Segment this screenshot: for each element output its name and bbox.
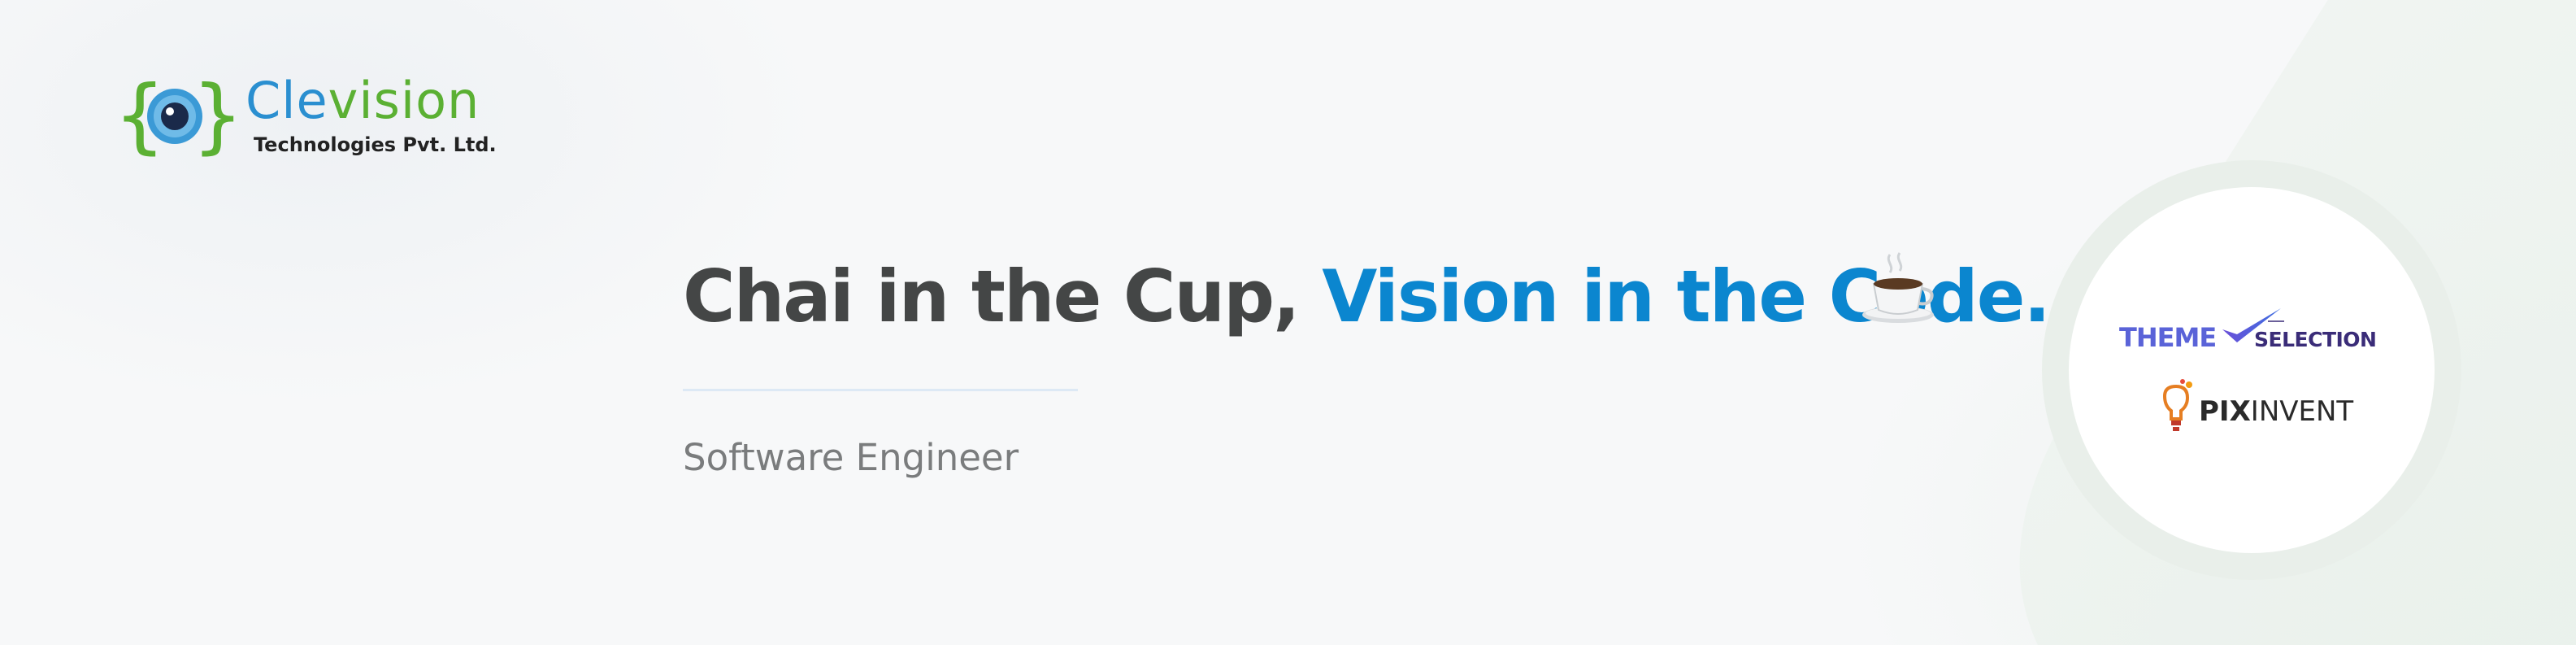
coffee-cup-icon (1862, 252, 1934, 323)
pixinvent-part1: PIX (2199, 395, 2251, 428)
eye-braces-icon: { } (114, 72, 236, 161)
pixinvent-part2: INVENT (2250, 395, 2354, 428)
divider (683, 389, 1078, 391)
themeselection-logo[interactable]: THEME SELECTION (2118, 305, 2394, 354)
pixinvent-wordmark: PIXINVENT (2199, 394, 2353, 429)
brand-subtitle: Technologies Pvt. Ltd. (254, 133, 497, 156)
themeselection-part1: THEME (2119, 322, 2217, 353)
brand-name: Clevision (245, 72, 480, 130)
role-title: Software Engineer (683, 436, 1019, 479)
partners-circle (2069, 187, 2435, 553)
headline: Chai in the Cup, Vision in the Code. (683, 252, 2051, 342)
lightbulb-icon (2162, 379, 2192, 431)
headline-part2: Vision in the Code. (1322, 255, 2051, 338)
themeselection-part2: SELECTION (2254, 328, 2377, 351)
pixinvent-logo[interactable]: PIXINVENT (2158, 378, 2370, 435)
brand-name-part1: Cle (245, 71, 328, 130)
company-logo[interactable]: { } Clevision Technologies Pvt. Ltd. (114, 72, 497, 169)
brand-name-part2: vision (328, 71, 480, 130)
headline-part1: Chai in the Cup, (683, 255, 1323, 338)
